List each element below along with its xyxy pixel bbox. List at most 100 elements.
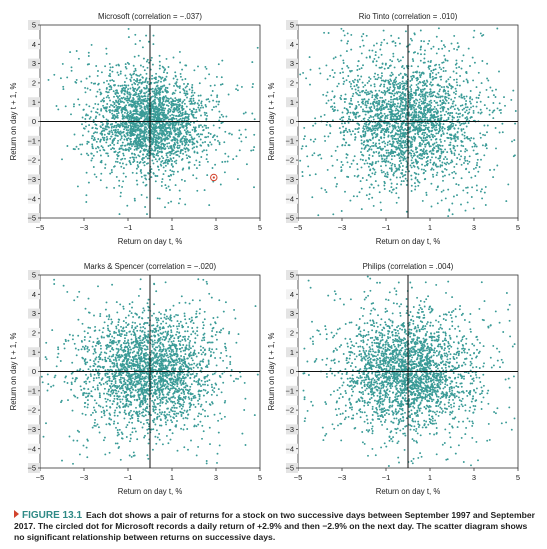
scatter-point (172, 149, 175, 152)
scatter-point (430, 101, 433, 104)
scatter-point (160, 184, 163, 187)
scatter-point (181, 114, 184, 117)
scatter-point (390, 115, 393, 118)
scatter-point (362, 143, 365, 146)
scatter-point (359, 180, 362, 183)
scatter-point (208, 204, 211, 207)
scatter-point (355, 83, 358, 86)
scatter-point (159, 76, 162, 79)
scatter-point (431, 156, 433, 159)
scatter-point (422, 137, 425, 140)
scatter-point (130, 76, 133, 79)
scatter-point (350, 82, 353, 85)
scatter-point (423, 110, 426, 113)
scatter-point (176, 139, 179, 142)
scatter-point (394, 113, 397, 116)
scatter-point (442, 189, 445, 192)
scatter-point (158, 127, 161, 130)
scatter-point (342, 83, 345, 85)
scatter-point (342, 131, 345, 134)
scatter-point (94, 117, 97, 119)
scatter-point (119, 162, 121, 164)
scatter-point (426, 116, 428, 119)
scatter-point (153, 156, 156, 159)
scatter-point (115, 64, 118, 67)
scatter-point (467, 47, 470, 50)
scatter-point (481, 144, 484, 147)
scatter-point (464, 209, 467, 212)
scatter-point (441, 107, 444, 110)
scatter-point (446, 59, 449, 62)
scatter-point (191, 111, 194, 114)
scatter-point (422, 102, 425, 105)
scatter-point (179, 72, 182, 75)
scatter-point (472, 105, 475, 108)
scatter-point (439, 165, 442, 168)
scatter-point (390, 182, 393, 185)
scatter-point (343, 134, 346, 137)
scatter-point (453, 108, 456, 111)
scatter-point (138, 74, 141, 77)
scatter-point (156, 131, 159, 134)
scatter-point (410, 166, 413, 169)
scatter-point (426, 95, 429, 98)
scatter-point (415, 83, 418, 86)
scatter-point (486, 131, 488, 134)
scatter-point (376, 133, 379, 135)
scatter-point (108, 62, 111, 65)
scatter-point (305, 145, 308, 148)
scatter-point (350, 162, 353, 165)
scatter-point (150, 81, 153, 84)
scatter-point (143, 69, 146, 72)
scatter-point (133, 199, 136, 202)
scatter-point (112, 90, 115, 93)
scatter-point (486, 124, 489, 127)
scatter-point (206, 174, 209, 177)
scatter-point (362, 44, 365, 47)
scatter-point (334, 56, 337, 59)
scatter-point (170, 152, 173, 155)
scatter-point (450, 85, 453, 88)
scatter-point (187, 144, 190, 146)
scatter-point (389, 153, 392, 156)
scatter-point (155, 91, 158, 94)
scatter-point (398, 110, 400, 113)
scatter-point (398, 106, 401, 109)
scatter-point (141, 76, 144, 79)
scatter-point (325, 123, 328, 126)
scatter-point (416, 70, 418, 73)
scatter-point (357, 60, 360, 63)
scatter-point (444, 167, 446, 170)
scatter-point (396, 85, 399, 88)
scatter-point (129, 96, 132, 98)
scatter-point (97, 103, 100, 106)
scatter-point (182, 152, 185, 155)
scatter-point (394, 78, 397, 81)
scatter-point (441, 164, 444, 167)
scatter-point (439, 138, 442, 141)
scatter-point (103, 133, 106, 136)
scatter-point (354, 138, 356, 141)
scatter-point (193, 163, 196, 166)
scatter-point (136, 95, 139, 98)
scatter-point (398, 144, 400, 147)
scatter-point (70, 69, 73, 72)
scatter-point (484, 204, 487, 206)
scatter-point (395, 176, 398, 179)
scatter-point (218, 116, 221, 119)
scatter-point (411, 162, 414, 165)
scatter-point (441, 61, 444, 64)
scatter-point (144, 177, 147, 180)
scatter-point (122, 154, 125, 157)
scatter-point (362, 141, 365, 144)
scatter-point (192, 99, 195, 102)
scatter-point (420, 128, 423, 131)
scatter-point (452, 70, 455, 73)
scatter-point (461, 59, 464, 62)
scatter-point (99, 125, 102, 128)
scatter-point (155, 76, 157, 79)
scatter-point (144, 129, 147, 132)
scatter-point (312, 124, 315, 127)
scatter-point (84, 118, 87, 120)
scatter-point (381, 74, 383, 77)
